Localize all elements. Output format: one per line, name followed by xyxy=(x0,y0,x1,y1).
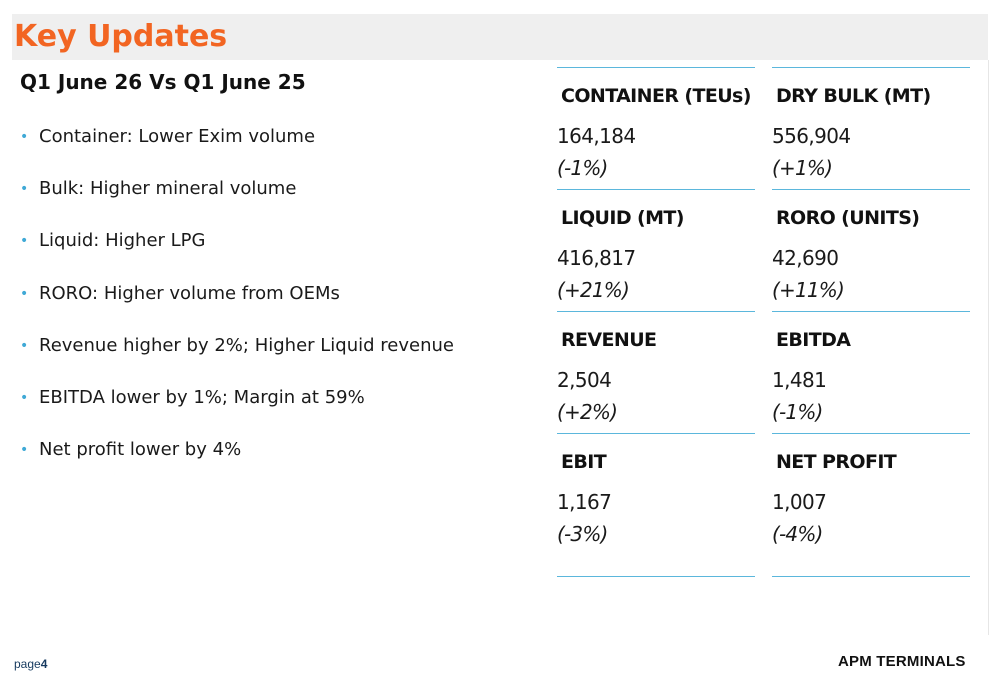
metric-value: 1,167 xyxy=(557,490,612,514)
metric-card-ebitda: EBITDA 1,481 (-1%) xyxy=(772,311,970,433)
metric-card-ebit: EBIT 1,167 (-3%) xyxy=(557,433,755,555)
list-item: • Liquid: Higher LPG xyxy=(20,226,454,278)
metric-change: (+1%) xyxy=(772,156,833,180)
metrics-row: REVENUE 2,504 (+2%) EBITDA 1,481 (-1%) xyxy=(557,311,970,433)
list-item: • Bulk: Higher mineral volume xyxy=(20,174,454,226)
metric-change: (-1%) xyxy=(772,400,823,424)
metric-card-roro: RORO (UNITS) 42,690 (+11%) xyxy=(772,189,970,311)
metric-value: 164,184 xyxy=(557,124,636,148)
bullet-icon: • xyxy=(20,337,29,354)
metric-label: NET PROFIT xyxy=(776,451,897,473)
metric-value: 416,817 xyxy=(557,246,636,270)
bullet-icon: • xyxy=(20,129,29,145)
bullet-text: EBITDA lower by 1%; Margin at 59% xyxy=(39,386,365,408)
metric-change: (-3%) xyxy=(557,522,608,546)
metric-card-net-profit: NET PROFIT 1,007 (-4%) xyxy=(772,433,970,555)
bullet-icon: • xyxy=(20,233,29,250)
metrics-row: EBIT 1,167 (-3%) NET PROFIT 1,007 (-4%) xyxy=(557,433,970,555)
bullet-text: Liquid: Higher LPG xyxy=(39,230,206,252)
page-label: page xyxy=(14,657,41,671)
bullet-icon: • xyxy=(20,389,29,406)
metric-change: (+2%) xyxy=(557,400,618,424)
metric-change: (-4%) xyxy=(772,522,823,546)
metric-value: 556,904 xyxy=(772,124,851,148)
metric-label: RORO (UNITS) xyxy=(776,207,920,229)
bullet-text: Revenue higher by 2%; Higher Liquid reve… xyxy=(39,334,454,356)
bullet-icon: • xyxy=(20,285,29,302)
list-item: • RORO: Higher volume from OEMs xyxy=(20,279,454,331)
metric-label: EBITDA xyxy=(776,329,851,351)
metric-card-liquid: LIQUID (MT) 416,817 (+21%) xyxy=(557,189,755,311)
metric-value: 2,504 xyxy=(557,368,612,392)
metric-label: DRY BULK (MT) xyxy=(776,85,931,107)
metric-change: (+11%) xyxy=(772,278,845,302)
metric-card-revenue: REVENUE 2,504 (+2%) xyxy=(557,311,755,433)
metric-value: 1,007 xyxy=(772,490,827,514)
divider xyxy=(557,576,755,577)
metric-change: (-1%) xyxy=(557,156,608,180)
metric-label: REVENUE xyxy=(561,329,657,351)
bullet-text: Bulk: Higher mineral volume xyxy=(39,178,297,200)
metric-change: (+21%) xyxy=(557,278,630,302)
metric-label: LIQUID (MT) xyxy=(561,207,684,229)
list-item: • Revenue higher by 2%; Higher Liquid re… xyxy=(20,331,454,383)
page-number: page4 xyxy=(14,657,47,671)
metric-label: EBIT xyxy=(561,451,607,473)
brand-logo: APM TERMINALS xyxy=(838,653,966,670)
bullet-text: Container: Lower Exim volume xyxy=(39,126,316,147)
bullet-icon: • xyxy=(20,181,29,198)
list-item: • EBITDA lower by 1%; Margin at 59% xyxy=(20,383,454,435)
slide-subtitle: Q1 June 26 Vs Q1 June 25 xyxy=(20,70,306,94)
metric-card-container: CONTAINER (TEUs) 164,184 (-1%) xyxy=(557,67,755,189)
divider xyxy=(772,576,970,577)
divider xyxy=(988,60,989,635)
key-updates-list: • Container: Lower Exim volume • Bulk: H… xyxy=(20,122,454,487)
bullet-text: Net profit lower by 4% xyxy=(39,439,242,461)
metric-value: 1,481 xyxy=(772,368,827,392)
metric-label: CONTAINER (TEUs) xyxy=(561,85,751,107)
metric-card-dry-bulk: DRY BULK (MT) 556,904 (+1%) xyxy=(772,67,970,189)
metrics-grid: CONTAINER (TEUs) 164,184 (-1%) DRY BULK … xyxy=(557,67,970,555)
list-item: • Container: Lower Exim volume xyxy=(20,122,454,174)
page-number-value: 4 xyxy=(40,657,48,671)
title-bar xyxy=(12,14,988,60)
list-item: • Net profit lower by 4% xyxy=(20,435,454,487)
slide-title: Key Updates xyxy=(14,19,228,54)
metric-value: 42,690 xyxy=(772,246,839,270)
bullet-text: RORO: Higher volume from OEMs xyxy=(39,282,340,304)
metrics-row: LIQUID (MT) 416,817 (+21%) RORO (UNITS) … xyxy=(557,189,970,311)
metrics-row: CONTAINER (TEUs) 164,184 (-1%) DRY BULK … xyxy=(557,67,970,189)
bullet-icon: • xyxy=(20,442,29,459)
